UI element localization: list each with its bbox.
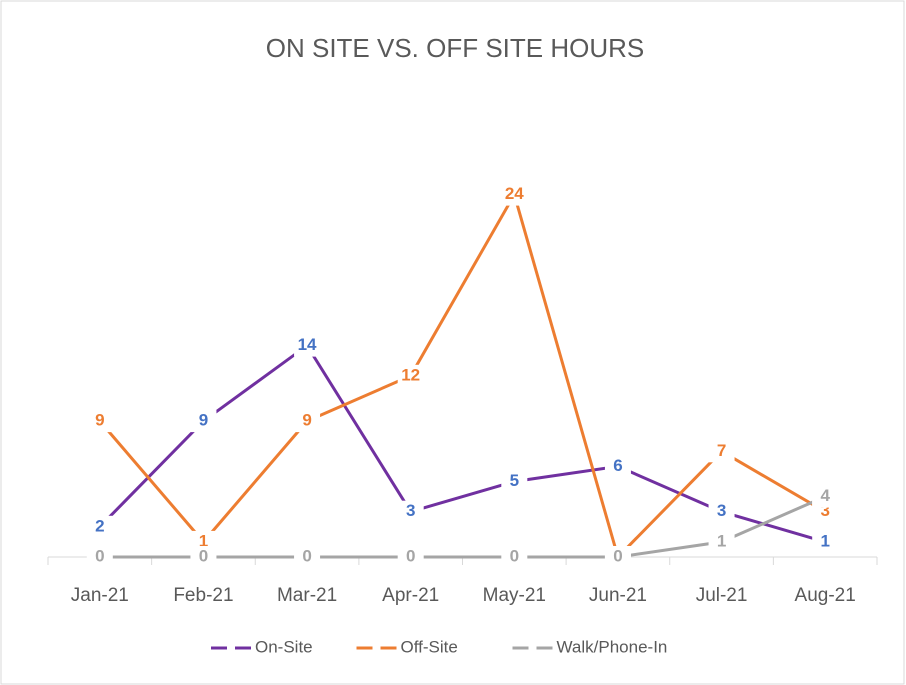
x-tick-label: Jan-21 — [71, 585, 129, 606]
data-label: 1 — [820, 531, 829, 550]
data-label: 9 — [199, 411, 208, 430]
label-bg — [86, 410, 113, 433]
data-label: 9 — [95, 411, 104, 430]
data-label: 0 — [302, 546, 311, 565]
data-label: 0 — [95, 546, 104, 565]
data-label: 24 — [505, 184, 524, 203]
legend-label: Walk/Phone-In — [557, 637, 668, 656]
data-label: 0 — [199, 546, 208, 565]
label-bg — [397, 364, 424, 387]
data-label: 9 — [302, 411, 311, 430]
label-bg — [604, 455, 631, 478]
x-tick-label: Aug-21 — [795, 585, 856, 606]
data-label: 1 — [199, 531, 208, 550]
label-bg — [708, 530, 735, 553]
data-label: 1 — [717, 531, 726, 550]
label-bg — [397, 546, 424, 568]
label-bg — [501, 470, 528, 493]
label-bg — [86, 515, 113, 538]
x-tick-label: Apr-21 — [382, 585, 439, 606]
data-label: 0 — [510, 546, 519, 565]
x-tick-label: Jul-21 — [696, 585, 748, 606]
data-label: 7 — [717, 441, 726, 460]
x-tick-label: Mar-21 — [277, 585, 337, 606]
x-tick-label: Feb-21 — [173, 585, 233, 606]
label-bg — [501, 546, 528, 568]
data-label: 6 — [613, 456, 622, 475]
label-bg — [190, 546, 217, 568]
label-bg — [812, 485, 839, 508]
x-tick-label: May-21 — [483, 585, 546, 606]
label-bg — [708, 500, 735, 523]
data-label: 14 — [298, 335, 317, 354]
label-bg — [294, 546, 321, 568]
data-label: 0 — [406, 546, 415, 565]
data-label: 2 — [95, 516, 104, 535]
label-bg — [708, 440, 735, 463]
legend-label: On-Site — [255, 637, 313, 656]
label-bg — [501, 183, 528, 206]
data-label: 3 — [820, 501, 829, 520]
data-label: 0 — [613, 546, 622, 565]
data-label: 4 — [820, 486, 830, 505]
label-bg — [294, 334, 321, 357]
label-bg — [397, 500, 424, 523]
chart-title: ON SITE VS. OFF SITE HOURS — [266, 33, 645, 63]
label-bg — [86, 546, 113, 568]
data-label: 3 — [717, 501, 726, 520]
data-label: 12 — [401, 365, 420, 384]
legend-label: Off-Site — [401, 637, 458, 656]
data-label: 3 — [406, 501, 415, 520]
data-label: 5 — [510, 471, 519, 490]
label-bg — [294, 410, 321, 433]
label-bg — [604, 546, 631, 568]
x-tick-label: Jun-21 — [589, 585, 647, 606]
label-bg — [190, 410, 217, 433]
series-line — [98, 190, 826, 560]
label-bg — [812, 530, 839, 553]
series-line — [98, 343, 826, 544]
series-line — [99, 495, 826, 559]
